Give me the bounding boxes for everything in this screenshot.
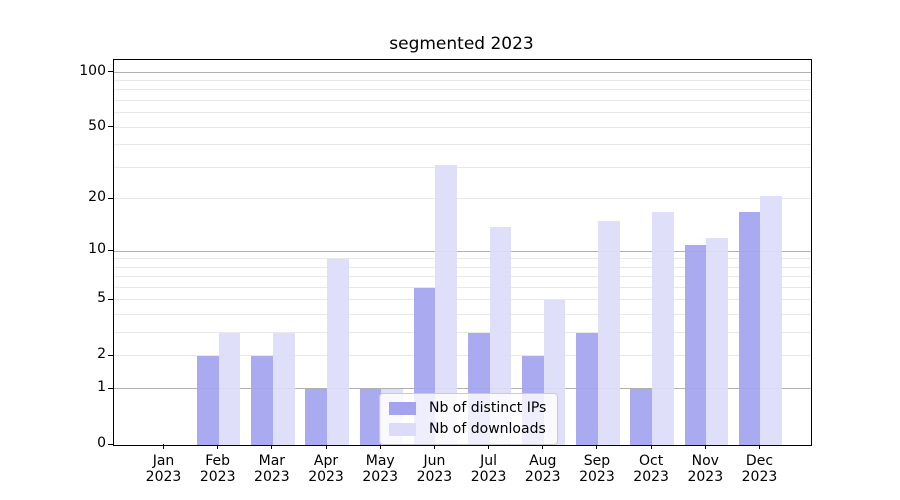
- bar-downloads-dec: [760, 195, 783, 445]
- gridline-minor-5: [114, 299, 811, 301]
- x-tick-mark-nov: [704, 444, 706, 449]
- x-tick-label-mar: Mar 2023: [254, 453, 290, 486]
- x-tick-mark-dec: [758, 444, 760, 449]
- y-tick-mark-100: [108, 71, 113, 73]
- gridline-minor-80: [114, 89, 811, 91]
- bar-distinct-ips-may: [359, 389, 382, 445]
- gridline-minor-90: [114, 79, 811, 81]
- x-tick-label-apr: Apr 2023: [308, 453, 344, 486]
- bar-distinct-ips-apr: [305, 389, 328, 445]
- x-tick-label-nov: Nov 2023: [687, 453, 724, 486]
- y-tick-mark-2: [108, 354, 113, 356]
- legend-swatch-downloads: [389, 422, 416, 436]
- legend-swatch-distinct-ips: [389, 401, 416, 415]
- y-tick-label-0: 0: [97, 435, 106, 451]
- bar-distinct-ips-sep: [576, 333, 598, 445]
- bar-downloads-feb: [218, 333, 241, 445]
- gridline-minor-2: [114, 355, 811, 357]
- x-tick-label-jun: Jun 2023: [416, 453, 453, 486]
- y-tick-mark-5: [108, 298, 113, 300]
- bar-downloads-sep: [597, 221, 620, 445]
- legend-label-distinct-ips: Nb of distinct IPs: [429, 400, 547, 416]
- gridline-minor-8: [114, 266, 811, 268]
- x-tick-label-feb: Feb 2023: [199, 453, 236, 486]
- gridline-minor-20: [114, 198, 811, 200]
- y-tick-label-50: 50: [88, 117, 106, 134]
- bar-downloads-mar: [272, 333, 295, 445]
- x-tick-label-jan: Jan 2023: [145, 453, 182, 486]
- y-tick-mark-50: [108, 126, 113, 128]
- bar-distinct-ips-nov: [684, 244, 707, 445]
- y-tick-mark-1: [108, 387, 113, 389]
- bar-downloads-nov: [706, 238, 728, 445]
- y-tick-label-2: 2: [97, 346, 106, 363]
- x-tick-mark-sep: [596, 444, 598, 449]
- gridline-minor-6: [114, 286, 811, 288]
- x-tick-label-jul: Jul 2023: [470, 453, 507, 486]
- x-tick-label-aug: Aug 2023: [524, 453, 561, 486]
- x-tick-mark-jun: [433, 444, 435, 449]
- legend-item-distinct-ips: Nb of distinct IPs: [389, 400, 546, 416]
- x-tick-mark-apr: [325, 444, 327, 449]
- legend-item-downloads: Nb of downloads: [389, 421, 546, 437]
- y-tick-mark-20: [108, 197, 113, 199]
- gridline-minor-70: [114, 100, 811, 101]
- gridline-major-10: [114, 250, 811, 252]
- bar-downloads-jun: [435, 165, 458, 445]
- bar-distinct-ips-feb: [196, 356, 219, 445]
- bar-downloads-oct: [652, 211, 674, 445]
- x-tick-mark-mar: [271, 444, 273, 449]
- gridline-minor-9: [114, 258, 811, 260]
- y-tick-mark-0: [108, 443, 113, 445]
- chart-title: segmented 2023: [389, 34, 534, 54]
- gridline-minor-40: [114, 144, 811, 146]
- x-tick-mark-jan: [163, 444, 164, 449]
- x-tick-label-dec: Dec 2023: [741, 453, 778, 486]
- gridline-minor-60: [114, 112, 811, 114]
- gridline-minor-4: [114, 314, 811, 316]
- legend: Nb of distinct IPs Nb of downloads: [379, 393, 559, 445]
- x-tick-label-oct: Oct 2023: [633, 453, 669, 486]
- x-tick-label-may: May 2023: [362, 453, 399, 486]
- y-tick-label-1: 1: [97, 379, 106, 396]
- gridline-minor-3: [114, 332, 811, 334]
- bar-distinct-ips-dec: [738, 211, 761, 445]
- bar-distinct-ips-oct: [630, 389, 653, 445]
- x-tick-label-sep: Sep 2023: [579, 453, 615, 486]
- y-tick-label-100: 100: [79, 62, 106, 79]
- gridline-minor-7: [114, 276, 811, 278]
- y-tick-label-10: 10: [88, 241, 106, 258]
- x-tick-mark-aug: [542, 444, 544, 449]
- gridline-minor-50: [114, 126, 811, 128]
- bar-downloads-apr: [327, 259, 349, 445]
- x-tick-mark-may: [379, 444, 381, 449]
- plot-area: Nb of distinct IPs Nb of downloads: [113, 59, 812, 446]
- y-tick-label-5: 5: [97, 290, 106, 307]
- bar-distinct-ips-mar: [251, 356, 273, 445]
- y-tick-mark-10: [108, 249, 113, 251]
- x-tick-mark-feb: [217, 444, 219, 449]
- gridline-major-1: [114, 388, 811, 390]
- x-tick-mark-oct: [650, 444, 652, 449]
- gridline-minor-30: [114, 166, 811, 168]
- legend-label-downloads: Nb of downloads: [429, 421, 546, 437]
- y-tick-label-20: 20: [88, 189, 106, 206]
- gridline-major-100: [114, 71, 811, 73]
- bar-downloads-jul: [489, 226, 512, 445]
- x-tick-mark-jul: [488, 444, 490, 449]
